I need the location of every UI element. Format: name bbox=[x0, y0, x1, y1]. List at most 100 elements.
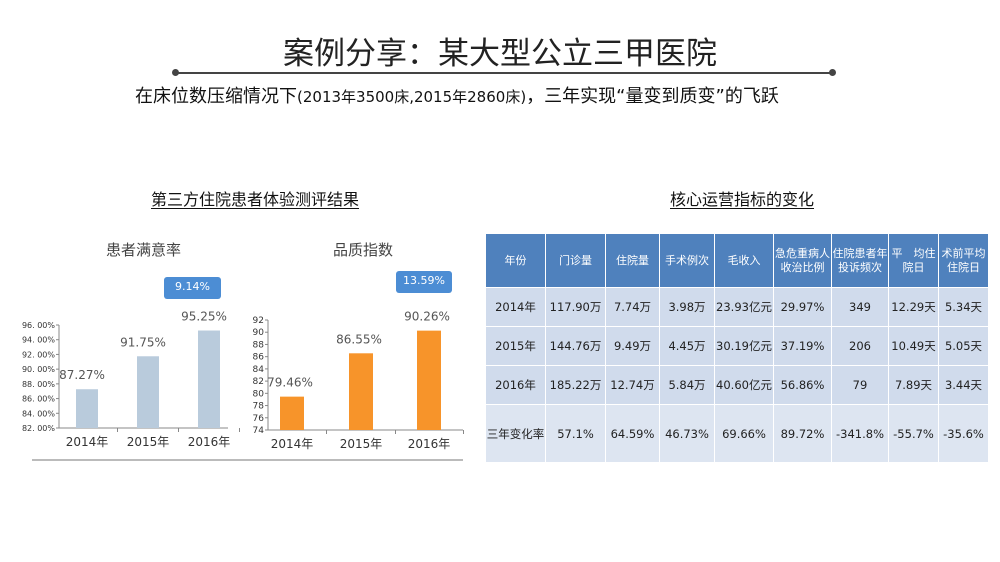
table-cell: 206 bbox=[831, 326, 889, 366]
table-cell: 69.66% bbox=[714, 404, 774, 463]
subtitle-tail: ，三年实现“量变到质变”的飞跃 bbox=[526, 86, 779, 107]
section-right-title: 核心运营指标的变化 bbox=[670, 190, 815, 209]
table-header-cell: 平 均住院日 bbox=[888, 233, 939, 288]
table-header-cell: 毛收入 bbox=[714, 233, 774, 288]
subtitle: 在床位数压缩情况下(2013年3500床,2015年2860床)，三年实现“量变… bbox=[135, 82, 779, 108]
y-tick-label: 80 bbox=[253, 389, 265, 399]
y-tick-label: 86. 00% bbox=[22, 395, 55, 404]
table-cell: 10.49天 bbox=[888, 326, 939, 366]
table-cell: 3.98万 bbox=[659, 287, 715, 327]
y-tick-label: 82. 00% bbox=[22, 424, 55, 433]
bar-2015年 bbox=[349, 353, 373, 430]
bar-2016年 bbox=[198, 330, 220, 428]
data-label: 95.25% bbox=[181, 310, 227, 324]
x-tick-label: 2014年 bbox=[66, 435, 109, 449]
y-tick-label: 76 bbox=[253, 414, 265, 424]
chart-title-quality: 品质指数 bbox=[333, 241, 394, 259]
y-tick-label: 90 bbox=[253, 328, 265, 338]
y-tick-label: 74 bbox=[253, 426, 265, 436]
y-tick-label: 84 bbox=[253, 365, 265, 375]
table-cell: 185.22万 bbox=[545, 365, 606, 405]
table-cell: 2015年 bbox=[485, 326, 546, 366]
table-cell: 64.59% bbox=[605, 404, 660, 463]
x-tick-label: 2015年 bbox=[127, 435, 170, 449]
table-cell: 12.74万 bbox=[605, 365, 660, 405]
data-label: 79.46% bbox=[267, 376, 313, 390]
table-cell: 7.89天 bbox=[888, 365, 939, 405]
y-tick-label: 96. 00% bbox=[22, 321, 55, 330]
table-cell: 79 bbox=[831, 365, 889, 405]
data-label: 87.27% bbox=[59, 368, 105, 382]
table-header-cell: 术前平均住院日 bbox=[938, 233, 989, 288]
table-cell: -35.6% bbox=[938, 404, 989, 463]
bar-2014年 bbox=[280, 396, 304, 430]
bar-2014年 bbox=[76, 389, 98, 428]
y-tick-label: 82 bbox=[253, 377, 264, 387]
table-cell: 89.72% bbox=[773, 404, 832, 463]
title-divider bbox=[176, 72, 832, 74]
table-cell: 2014年 bbox=[485, 287, 546, 327]
y-tick-label: 88. 00% bbox=[22, 380, 55, 389]
table-cell: 117.90万 bbox=[545, 287, 606, 327]
bar-2016年 bbox=[417, 330, 441, 430]
table-cell: 144.76万 bbox=[545, 326, 606, 366]
y-tick-label: 86 bbox=[253, 353, 265, 363]
table-cell: 56.86% bbox=[773, 365, 832, 405]
y-tick-label: 92 bbox=[253, 316, 264, 326]
data-label: 90.26% bbox=[404, 310, 450, 324]
table-header-cell: 门诊量 bbox=[545, 233, 606, 288]
table-cell: 5.05天 bbox=[938, 326, 989, 366]
table-header-cell: 急危重病人收治比例 bbox=[773, 233, 832, 288]
table-row: 三年变化率 57.1% 64.59% 46.73% 69.66% 89.72% -341.8… bbox=[485, 404, 989, 463]
page-title: 案例分享：某大型公立三甲医院 bbox=[283, 36, 717, 72]
satisfaction-change-badge: 9.14% bbox=[164, 277, 221, 299]
title-line-left-dot bbox=[172, 69, 179, 76]
quality-bar-chart: 74 76 78 80 82 84 86 88 90 92 79.46% 2014年 86.55% 201… bbox=[253, 310, 464, 451]
section-left-title: 第三方住院患者体验测评结果 bbox=[151, 190, 360, 209]
table-cell: 7.74万 bbox=[605, 287, 660, 327]
table-cell: 57.1% bbox=[545, 404, 606, 463]
y-tick-label: 88 bbox=[253, 340, 265, 350]
data-label: 86.55% bbox=[336, 332, 382, 346]
table-header-cell: 住院量 bbox=[605, 233, 660, 288]
title-line-right-dot bbox=[829, 69, 836, 76]
table-cell: 23.93亿元 bbox=[714, 287, 774, 327]
y-tick-label: 90. 00% bbox=[22, 365, 55, 374]
subtitle-bed-counts: (2013年3500床,2015年2860床) bbox=[297, 88, 527, 106]
table-header-cell: 手术例次 bbox=[659, 233, 715, 288]
subtitle-main: 在床位数压缩情况下 bbox=[135, 86, 297, 107]
table-row: 2015年 144.76万 9.49万 4.45万 30.19亿元 37.19% 206 10… bbox=[485, 326, 989, 366]
x-tick-label: 2014年 bbox=[271, 437, 314, 451]
table-header-cell: 年份 bbox=[485, 233, 546, 288]
table-cell: 37.19% bbox=[773, 326, 832, 366]
table-cell: 4.45万 bbox=[659, 326, 715, 366]
table-cell: 三年变化率 bbox=[485, 404, 546, 463]
y-tick-label: 78 bbox=[253, 402, 265, 412]
x-tick-label: 2015年 bbox=[340, 437, 383, 451]
table-cell: 349 bbox=[831, 287, 889, 327]
y-tick-label: 94. 00% bbox=[22, 336, 55, 345]
table-row: 2014年 117.90万 7.74万 3.98万 23.93亿元 29.97% 349 12… bbox=[485, 287, 989, 327]
satisfaction-bar-chart: 82. 00% 84. 00% 86. 00% 88. 00% 90. 00% 92. 0… bbox=[22, 310, 240, 449]
data-label: 91.75% bbox=[120, 335, 166, 349]
table-cell: -341.8% bbox=[831, 404, 889, 463]
table-cell: -55.7% bbox=[888, 404, 939, 463]
x-tick-label: 2016年 bbox=[188, 435, 231, 449]
table-cell: 46.73% bbox=[659, 404, 715, 463]
table-cell: 40.60亿元 bbox=[714, 365, 774, 405]
table-cell: 9.49万 bbox=[605, 326, 660, 366]
table-header-cell: 住院患者年投诉频次 bbox=[831, 233, 889, 288]
y-tick-label: 92. 00% bbox=[22, 350, 55, 359]
x-tick-label: 2016年 bbox=[408, 437, 451, 451]
quality-change-badge: 13.59% bbox=[396, 271, 452, 293]
chart-title-satisfaction: 患者满意率 bbox=[106, 241, 182, 259]
table-cell: 30.19亿元 bbox=[714, 326, 774, 366]
table-cell: 3.44天 bbox=[938, 365, 989, 405]
table-cell: 12.29天 bbox=[888, 287, 939, 327]
table-cell: 5.34天 bbox=[938, 287, 989, 327]
table-row: 2016年 185.22万 12.74万 5.84万 40.60亿元 56.86% 79 7.… bbox=[485, 365, 989, 405]
table-cell: 2016年 bbox=[485, 365, 546, 405]
bar-2015年 bbox=[137, 356, 159, 428]
y-tick-label: 84. 00% bbox=[22, 409, 55, 418]
